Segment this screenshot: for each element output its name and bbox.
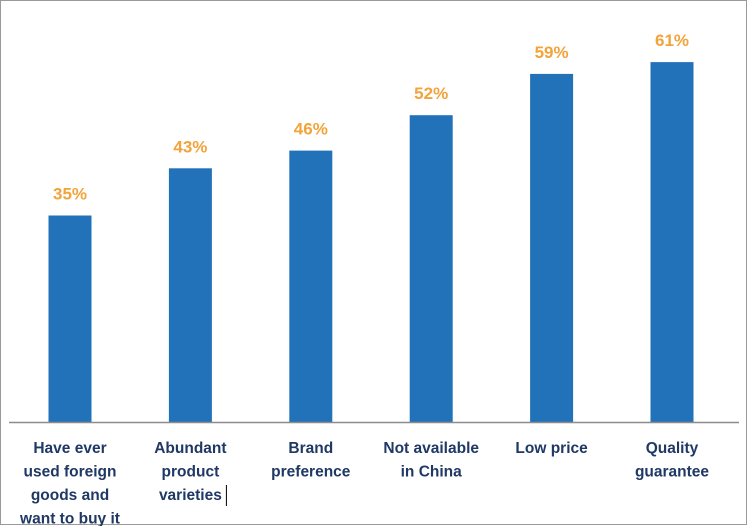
value-label-2: 43%	[173, 137, 207, 156]
category-label-1: Have ever used foreign goods and want to bu…	[19, 440, 120, 526]
value-label-5: 59%	[535, 43, 569, 62]
category-label-4: Not available in China	[383, 440, 479, 481]
value-label-1: 35%	[53, 185, 87, 204]
category-labels-layer: Have ever used foreign goods and want to bu…	[19, 440, 709, 526]
value-label-4: 52%	[414, 84, 448, 103]
bar-3	[289, 150, 333, 422]
bar-4	[409, 115, 453, 422]
category-label-2: Abundant product varieties	[154, 440, 226, 504]
bars-layer	[48, 62, 694, 423]
category-label-6: Quality guarantee	[635, 440, 709, 481]
value-label-3: 46%	[294, 120, 328, 139]
category-label-3: Brand preference	[271, 440, 351, 481]
bar-2	[168, 168, 212, 422]
value-labels-layer: 35% 43% 46% 52% 59% 61%	[53, 31, 689, 203]
value-label-6: 61%	[655, 31, 689, 50]
category-label-5: Low price	[515, 440, 588, 457]
bar-6	[650, 62, 694, 422]
bar-5	[530, 73, 574, 423]
bar-1	[48, 215, 92, 422]
